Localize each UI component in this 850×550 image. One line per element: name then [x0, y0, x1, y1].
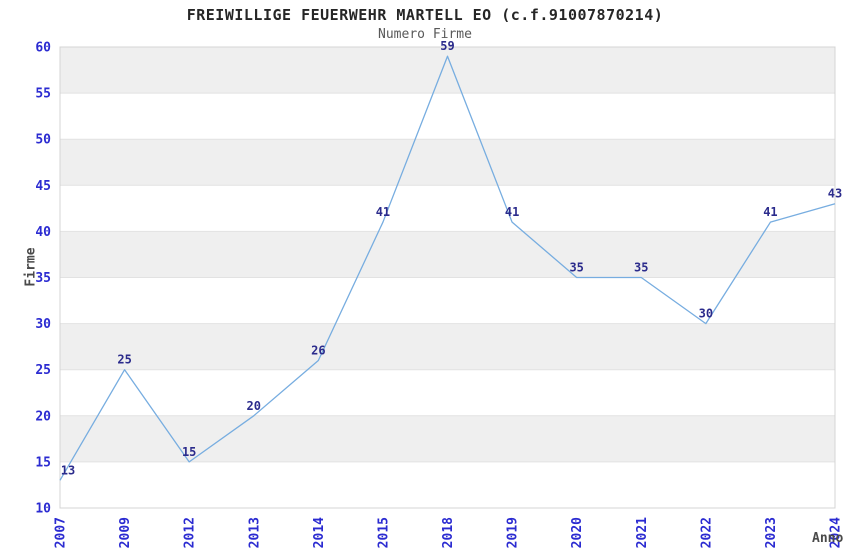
y-tick-label: 55: [35, 87, 51, 102]
data-point-label: 25: [117, 353, 131, 367]
data-point-label: 30: [699, 307, 713, 321]
chart-subtitle: Numero Firme: [378, 27, 472, 42]
y-tick-label: 35: [35, 271, 51, 286]
x-axis-title: Anno: [812, 531, 844, 546]
data-point-label: 41: [376, 205, 390, 219]
data-point-label: 26: [311, 343, 325, 357]
data-point-label: 35: [569, 261, 583, 275]
y-tick-label: 10: [35, 502, 51, 517]
y-tick-label: 20: [35, 409, 51, 424]
x-tick-label: 2018: [441, 517, 456, 548]
y-tick-label: 15: [35, 455, 51, 470]
y-axis-title: Firme: [23, 247, 39, 287]
plot-bands: [60, 47, 835, 462]
x-tick-label: 2013: [247, 517, 262, 548]
x-tick-labels: 2007 2009 2012 2013 2014 2015 2018 2019 2020 2021…: [54, 517, 844, 548]
x-tick-label: 2020: [570, 517, 585, 548]
y-tick-label: 25: [35, 363, 51, 378]
y-tick-label: 50: [35, 133, 51, 148]
data-point-label: 13: [61, 463, 75, 477]
x-tick-label: 2024: [829, 517, 844, 548]
data-point-label: 43: [828, 187, 842, 201]
x-tick-label: 2023: [764, 517, 779, 548]
data-labels: 13 25 15 20 26 41 59 41 35 35 30 41 43: [61, 39, 842, 477]
x-tick-label: 2015: [376, 517, 391, 548]
x-tick-label: 2007: [54, 517, 69, 548]
plot-border: [59, 46, 836, 509]
y-tick-labels: 10 15 20 25 30 35 40 45 50 55 60: [35, 41, 51, 517]
x-tick-label: 2014: [312, 517, 327, 548]
x-tick-label: 2022: [699, 517, 714, 548]
data-point-label: 41: [763, 205, 777, 219]
y-tick-label: 60: [35, 41, 51, 56]
data-point-label: 41: [505, 205, 519, 219]
x-tick-label: 2021: [635, 517, 650, 548]
data-point-label: 59: [440, 39, 454, 53]
y-tick-label: 40: [35, 225, 51, 240]
data-point-label: 20: [247, 399, 261, 413]
y-tick-label: 30: [35, 317, 51, 332]
x-tick-label: 2009: [118, 517, 133, 548]
y-tick-label: 45: [35, 179, 51, 194]
data-line-series: [59, 55, 836, 481]
x-tick-label: 2019: [506, 517, 521, 548]
chart-title: FREIWILLIGE FEUERWEHR MARTELL EO (c.f.91…: [186, 6, 664, 24]
data-point-label: 15: [182, 445, 196, 459]
x-tick-label: 2012: [183, 517, 198, 548]
data-point-label: 35: [634, 261, 648, 275]
